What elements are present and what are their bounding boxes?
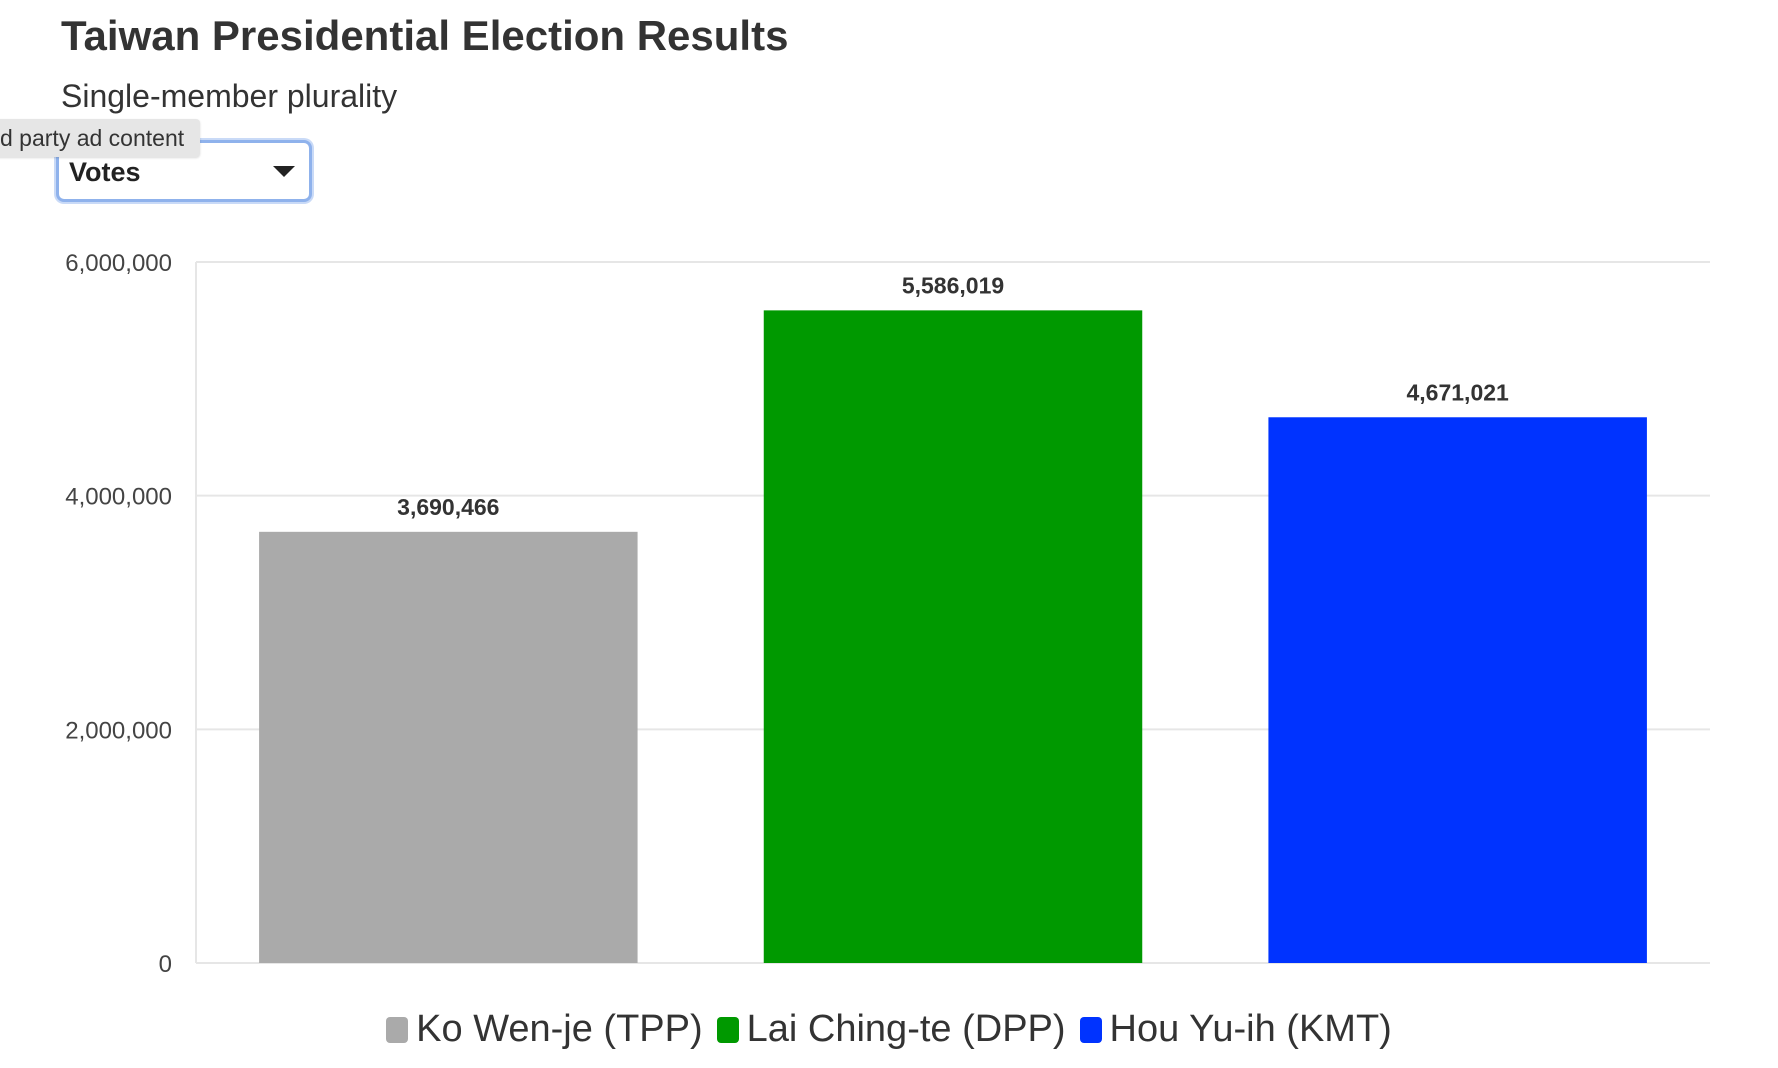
legend-swatch-dpp	[716, 1016, 739, 1043]
metric-dropdown-value: Votes	[69, 157, 141, 187]
legend-label-dpp: Lai Ching-te (DPP)	[746, 1008, 1066, 1050]
bar-chart: 0 2,000,000 4,000,000 6,000,000 3,690,466 5,5…	[65, 250, 1710, 978]
legend-label-kmt: Hou Yu-ih (KMT)	[1109, 1008, 1392, 1050]
legend-swatch-tpp	[386, 1016, 409, 1043]
y-tick-label: 2,000,000	[65, 717, 172, 744]
y-tick-label: 4,000,000	[65, 484, 172, 511]
legend-swatch-kmt	[1079, 1016, 1102, 1043]
chart-legend: Ko Wen-je (TPP) Lai Ching-te (DPP) Hou Y…	[0, 1008, 1778, 1051]
bar-value-label: 3,690,466	[397, 494, 499, 520]
bar-value-label: 4,671,021	[1407, 379, 1510, 405]
y-tick-label: 6,000,000	[65, 250, 172, 277]
legend-item-dpp[interactable]: Lai Ching-te (DPP)	[716, 1008, 1066, 1051]
legend-label-tpp: Ko Wen-je (TPP)	[416, 1008, 703, 1050]
y-tick-label: 0	[159, 951, 172, 978]
chart-title: Taiwan Presidential Election Results	[61, 12, 789, 59]
bar	[1268, 417, 1647, 963]
chart-subtitle: Single-member plurality	[61, 78, 398, 114]
bar	[259, 531, 638, 963]
legend-item-tpp[interactable]: Ko Wen-je (TPP)	[386, 1008, 703, 1051]
bar-value-label: 5,586,019	[902, 272, 1004, 298]
legend-item-kmt[interactable]: Hou Yu-ih (KMT)	[1079, 1008, 1392, 1051]
bar	[763, 310, 1143, 963]
chevron-down-icon	[273, 166, 295, 177]
ad-tooltip: d party ad content	[0, 119, 201, 157]
